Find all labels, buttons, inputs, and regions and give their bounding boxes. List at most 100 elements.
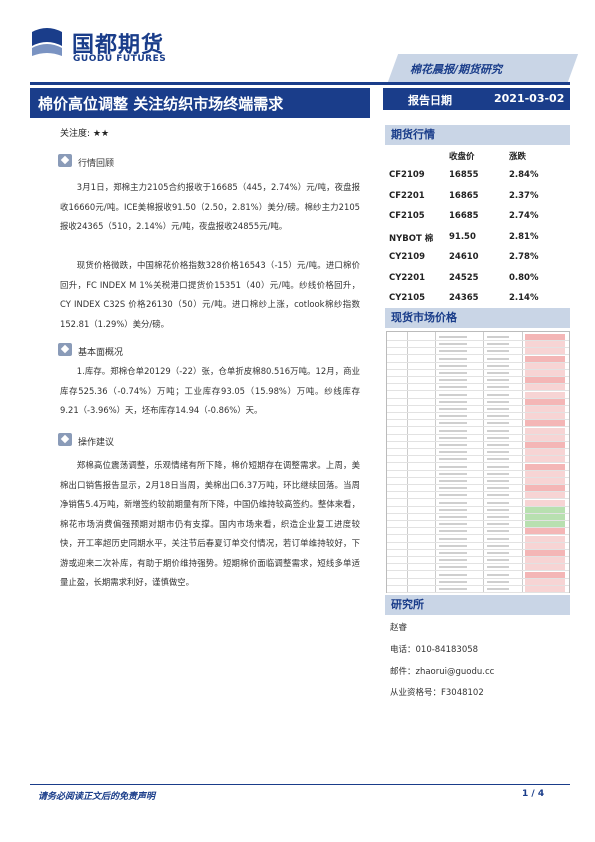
col-change-header: 涨跌 xyxy=(509,152,527,162)
item-cell xyxy=(439,566,467,569)
section-title-operation: 操作建议 xyxy=(78,438,115,448)
item-cell xyxy=(439,429,467,432)
review-paragraph-1: 3月1日，郑棉主力2105合约报收于16685（445，2.74%）元/吨，夜盘… xyxy=(60,182,360,231)
table-row xyxy=(387,420,569,428)
quote-price: 24365 xyxy=(449,293,479,303)
section-icon xyxy=(58,154,72,167)
section-icon xyxy=(58,433,72,446)
quotes-heading: 期货行情 xyxy=(385,125,570,145)
price-cell xyxy=(487,357,509,360)
quote-row: CF2109 16855 2.84% xyxy=(389,170,569,190)
table-row xyxy=(387,557,569,565)
item-cell xyxy=(439,530,467,533)
quote-name: CF2201 xyxy=(389,190,425,201)
title-bar xyxy=(30,88,370,118)
operation-paragraph: 郑棉高位震荡调整，乐观情绪有所下降，棉价短期存在调整需求。上周，美棉出口销售报告… xyxy=(60,460,360,587)
logo-text-cn: 国都期货 xyxy=(72,33,165,58)
table-row xyxy=(387,413,569,421)
item-cell xyxy=(439,336,467,338)
price-cell xyxy=(487,408,509,410)
table-row xyxy=(387,514,569,521)
footer-disclaimer: 请务必阅读正文后的免责声明 xyxy=(38,792,156,802)
logo-text-en: GUODU FUTURES xyxy=(73,54,167,64)
change-cell xyxy=(525,557,565,564)
table-row xyxy=(387,398,569,406)
table-row xyxy=(387,470,569,478)
change-cell xyxy=(525,334,565,340)
focus-rating: 关注度: ★★ xyxy=(60,129,110,139)
price-cell xyxy=(487,566,509,569)
item-cell xyxy=(439,408,467,410)
price-cell xyxy=(487,559,509,562)
price-cell xyxy=(487,458,509,461)
change-cell xyxy=(525,492,565,499)
item-cell xyxy=(439,422,467,425)
item-cell xyxy=(439,487,467,490)
table-row xyxy=(387,571,569,579)
change-cell xyxy=(525,341,565,348)
quote-change: 2.74% xyxy=(509,211,539,221)
price-cell xyxy=(487,364,509,367)
quote-price: 91.50 xyxy=(449,231,476,242)
table-row xyxy=(387,456,569,464)
item-cell xyxy=(439,458,467,461)
quote-row: CF2105 16685 2.74% xyxy=(389,211,569,231)
quote-row: NYBOT 棉 91.50 2.81% xyxy=(389,232,569,252)
change-cell xyxy=(525,485,565,492)
change-cell xyxy=(525,499,565,506)
date-value: 2021-03-02 xyxy=(494,92,565,105)
item-cell xyxy=(439,480,467,482)
price-cell xyxy=(487,501,509,504)
table-row xyxy=(387,355,569,363)
item-cell xyxy=(439,573,467,576)
section-title-fundamentals: 基本面概况 xyxy=(78,348,124,358)
change-cell xyxy=(525,348,565,355)
quote-name: CF2109 xyxy=(389,170,425,180)
price-cell xyxy=(487,508,509,511)
item-cell xyxy=(439,400,467,403)
footer-rule xyxy=(30,784,570,785)
price-cell xyxy=(487,465,509,468)
item-cell xyxy=(439,415,467,418)
header-rule xyxy=(30,82,570,85)
table-row xyxy=(387,521,569,529)
price-cell xyxy=(487,530,509,533)
item-cell xyxy=(439,444,467,446)
change-cell xyxy=(525,449,565,456)
item-cell xyxy=(439,436,467,439)
quote-change: 2.14% xyxy=(509,293,539,303)
table-row xyxy=(387,492,569,500)
change-cell xyxy=(525,542,565,549)
table-row xyxy=(387,341,569,349)
price-cell xyxy=(487,372,509,374)
table-row xyxy=(387,442,569,449)
table-row xyxy=(387,550,569,557)
change-cell xyxy=(525,413,565,420)
quote-price: 24525 xyxy=(449,272,479,283)
price-cell xyxy=(487,544,509,547)
quote-row: CF2201 16865 2.37% xyxy=(389,191,569,211)
price-cell xyxy=(487,379,509,382)
table-row xyxy=(387,564,569,572)
change-cell xyxy=(525,506,565,513)
change-cell xyxy=(525,377,565,384)
analyst-email: 邮件：zhaorui@guodu.cc xyxy=(390,667,495,677)
table-row xyxy=(387,485,569,493)
price-cell xyxy=(487,580,509,583)
change-cell xyxy=(525,434,565,441)
quote-change: 2.81% xyxy=(509,231,539,242)
section-title-review: 行情回顾 xyxy=(78,159,115,169)
price-cell xyxy=(487,552,509,554)
change-cell xyxy=(525,456,565,463)
change-cell xyxy=(525,470,565,477)
item-cell xyxy=(439,559,467,562)
report-title: 棉价高位调整 关注纺织市场终端需求 xyxy=(38,95,284,113)
item-cell xyxy=(439,523,467,526)
change-cell xyxy=(525,528,565,535)
table-row xyxy=(387,499,569,507)
change-cell xyxy=(525,427,565,434)
change-cell xyxy=(525,463,565,470)
price-cell xyxy=(487,480,509,482)
item-cell xyxy=(439,379,467,382)
table-row xyxy=(387,478,569,485)
